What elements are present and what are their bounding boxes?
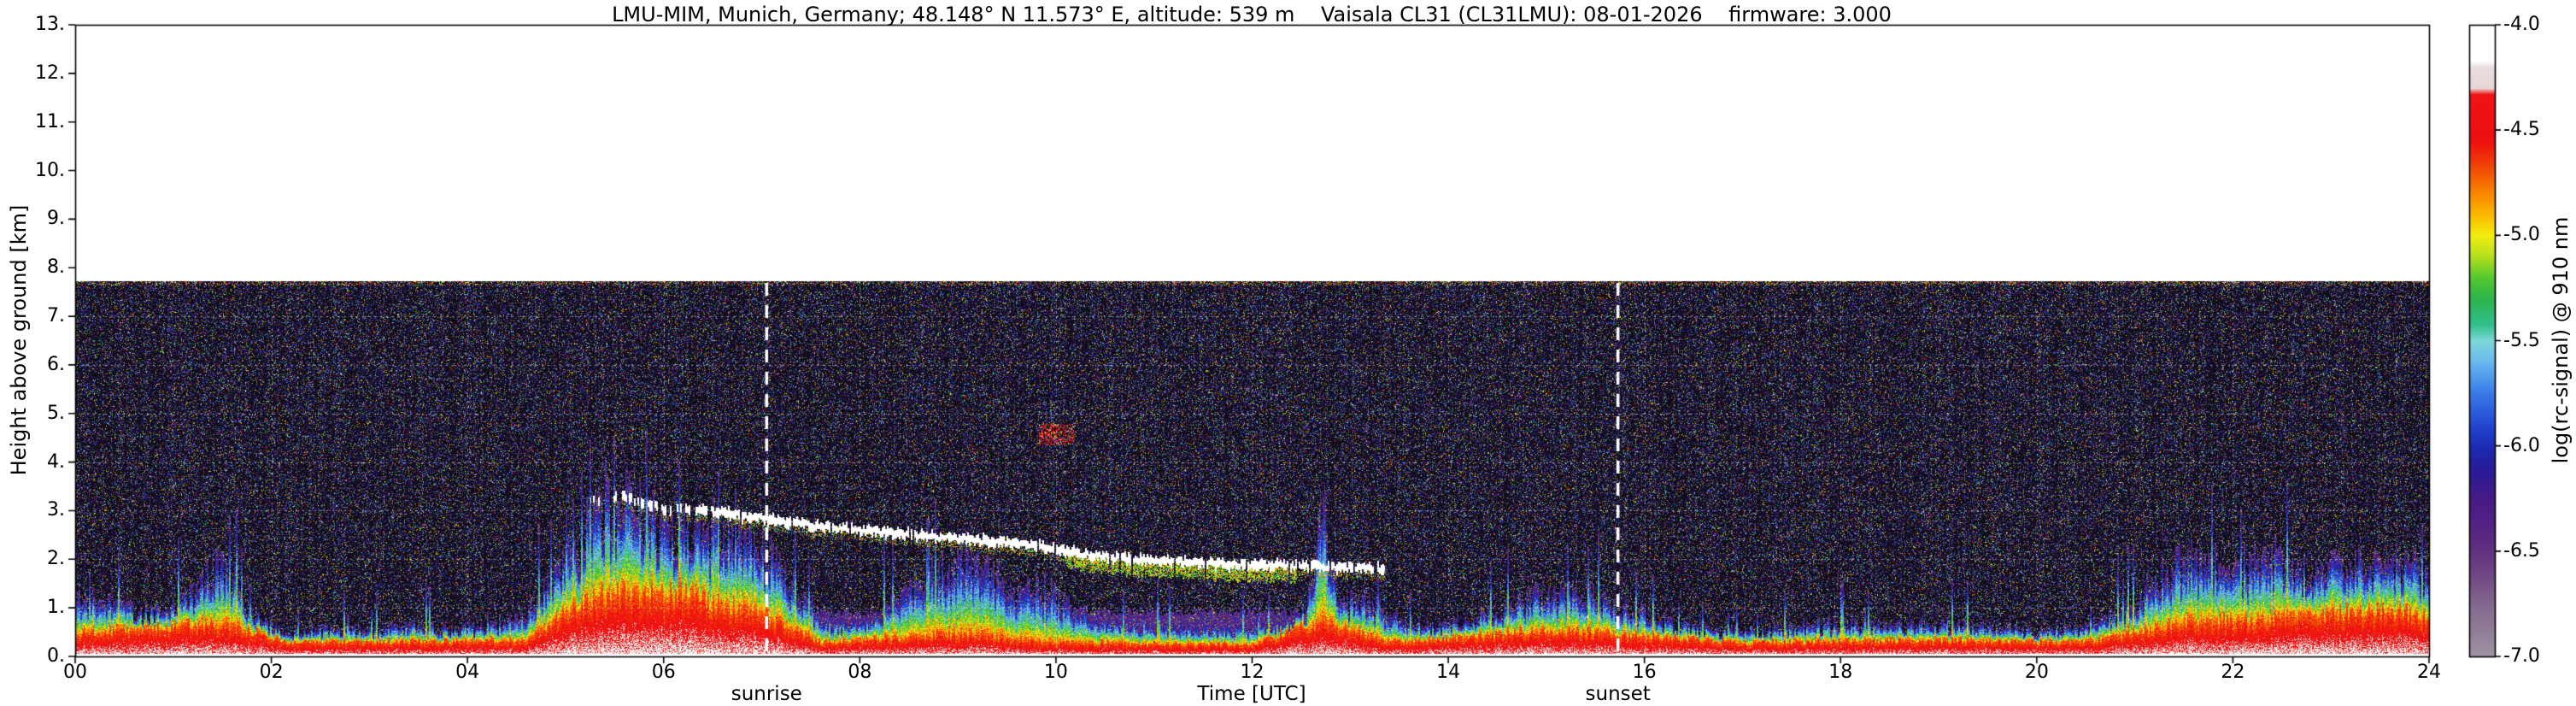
x-tick-label: 16: [1632, 662, 1657, 683]
y-tick-label: 4.: [47, 450, 65, 473]
x-tick-label: 14: [1436, 662, 1461, 683]
x-tick-label: 04: [455, 662, 480, 683]
y-tick-label: 9.: [47, 208, 65, 230]
x-tick-label: 20: [2024, 662, 2049, 683]
sunrise-annotation: sunrise: [731, 683, 802, 705]
colorbar-tick-label: -4.0: [2503, 14, 2540, 35]
x-tick-label: 18: [1828, 662, 1853, 683]
y-tick-label: 5.: [47, 402, 65, 424]
colorbar-tick-label: -5.0: [2503, 224, 2540, 246]
x-tick-label: 02: [259, 662, 284, 683]
y-tick-label: 2.: [47, 548, 65, 570]
colorbar-tick-label: -5.5: [2503, 329, 2540, 351]
x-axis-label: Time [UTC]: [1197, 683, 1306, 705]
y-tick-label: 0.: [47, 645, 65, 667]
colorbar-tick-label: -7.0: [2503, 645, 2540, 667]
y-axis-label: Height above ground [km]: [7, 204, 31, 476]
colorbar-tick-label: -6.5: [2503, 539, 2540, 562]
y-tick-label: 1.: [47, 597, 65, 619]
x-tick-label: 00: [63, 662, 87, 683]
sunset-annotation: sunset: [1585, 683, 1651, 705]
figure-title: LMU-MIM, Munich, Germany; 48.148° N 11.5…: [612, 3, 1892, 26]
x-tick-label: 10: [1043, 662, 1068, 683]
colorbar-tick-label: -4.5: [2503, 119, 2540, 141]
y-tick-label: 10.: [35, 159, 65, 181]
y-tick-label: 7.: [47, 305, 65, 327]
y-tick-label: 3.: [47, 499, 65, 521]
y-tick-label: 11.: [35, 110, 65, 132]
y-tick-label: 8.: [47, 256, 65, 279]
x-tick-label: 06: [651, 662, 676, 683]
x-tick-label: 12: [1240, 662, 1265, 683]
x-tick-label: 22: [2221, 662, 2245, 683]
y-tick-label: 12.: [35, 62, 65, 84]
x-tick-label: 08: [848, 662, 872, 683]
colorbar-tick-label: -6.0: [2503, 434, 2540, 456]
y-tick-label: 13.: [35, 14, 65, 35]
y-tick-label: 6.: [47, 353, 65, 375]
x-tick-label: 24: [2417, 662, 2441, 683]
colorbar-label: log(rc-signal) @ 910 nm: [2549, 216, 2573, 464]
